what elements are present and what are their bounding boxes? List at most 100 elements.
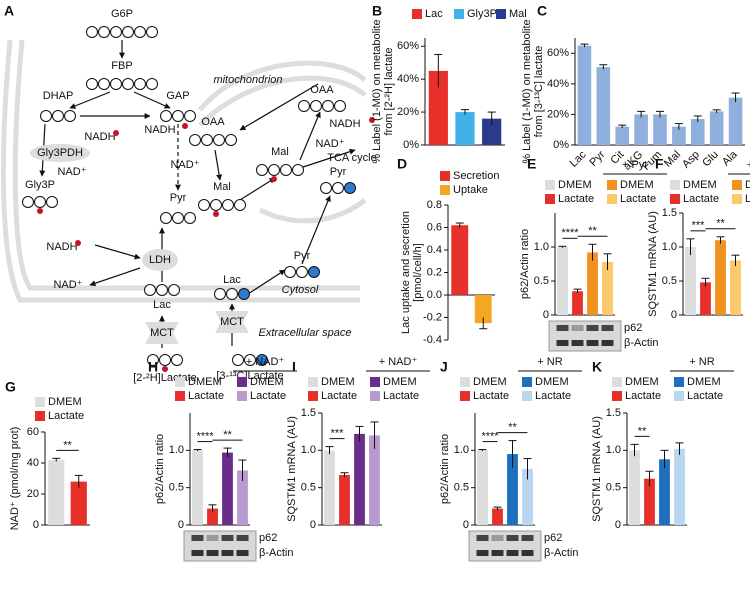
atom — [256, 354, 268, 366]
bar — [48, 459, 65, 525]
y-axis-label: Lac uptake and secretion — [400, 211, 412, 334]
diagram-label: DHAP — [43, 90, 74, 102]
blot-band — [221, 550, 234, 556]
blot-band — [236, 550, 249, 556]
bar — [324, 450, 335, 525]
legend-label: Secretion — [453, 170, 499, 182]
diagram-label: Mal — [213, 181, 231, 193]
atom — [110, 78, 122, 90]
y-tick-label: 1.5 — [301, 407, 316, 419]
y-axis-label: SQSTM1 mRNA (AU) — [591, 416, 603, 522]
bar — [522, 469, 533, 525]
diagram-label: OAA — [310, 84, 334, 96]
diagram-label: NAD⁺ — [315, 138, 344, 150]
atom — [168, 284, 180, 296]
legend-swatch — [607, 180, 617, 190]
atom — [147, 354, 159, 366]
legend-label: DMEM — [745, 179, 750, 191]
blot-band — [506, 535, 519, 541]
y-axis-label: p62/Actin ratio — [154, 434, 166, 504]
y-tick-label: 60 — [27, 426, 39, 438]
diagram-label: G6P — [111, 8, 133, 20]
bar — [728, 97, 743, 145]
legend-label: DMEM — [625, 376, 659, 388]
atom — [184, 212, 196, 224]
label-dot — [271, 176, 277, 182]
diagram-label: NADH — [46, 241, 77, 253]
legend-label: Lactate — [745, 193, 750, 205]
y-tick-label: 20 — [27, 488, 39, 500]
legend-swatch — [732, 180, 742, 190]
panel-letter: E — [527, 156, 536, 172]
legend-label: Lactate — [558, 193, 594, 205]
atom — [156, 284, 168, 296]
significance-label: **** — [196, 430, 214, 442]
atom — [298, 100, 310, 112]
y-tick-label: 0.4 — [427, 244, 442, 256]
bar — [451, 225, 469, 295]
y-tick-label: 0.2 — [427, 266, 442, 278]
y-tick-label: 0.6 — [427, 221, 442, 233]
label-dot — [113, 130, 119, 136]
blot-band — [491, 535, 504, 541]
y-tick-label: 1.0 — [534, 241, 549, 253]
legend-label: Mal — [509, 8, 527, 20]
atom — [322, 100, 334, 112]
blot-band — [571, 340, 584, 346]
y-tick-label: 20% — [547, 108, 569, 120]
bar — [602, 261, 613, 315]
significance-label: **** — [481, 430, 499, 442]
bar — [339, 474, 350, 525]
y-tick-label: 0.5 — [454, 482, 469, 494]
y-tick-label: 1.0 — [301, 444, 316, 456]
group-label: + NR — [537, 356, 562, 368]
blot-band — [556, 325, 569, 331]
bar — [653, 114, 667, 145]
atom — [332, 182, 344, 194]
diagram-label: NAD⁺ — [170, 159, 199, 171]
diagram-label: Gly3P — [25, 179, 55, 191]
legend-label: Lactate — [535, 390, 571, 402]
atom — [225, 134, 237, 146]
label-dot — [369, 117, 375, 123]
y-tick-label: 40 — [27, 457, 39, 469]
diagram-label: mitochondrion — [213, 74, 282, 86]
bar — [354, 433, 365, 525]
atom — [171, 354, 183, 366]
blot-band — [221, 535, 234, 541]
x-tick-label: Ala — [720, 148, 740, 168]
bar — [572, 291, 583, 315]
y-tick-label: 1.5 — [662, 207, 677, 219]
atom — [226, 288, 238, 300]
blot-band — [601, 340, 614, 346]
atom — [86, 26, 98, 38]
panel-letter: A — [4, 3, 14, 19]
legend-swatch — [674, 377, 684, 387]
atom — [280, 164, 292, 176]
atom — [22, 196, 34, 208]
blot-band — [476, 550, 489, 556]
bar — [577, 45, 592, 146]
legend-label: Lactate — [625, 390, 661, 402]
bar — [615, 126, 630, 145]
atom — [134, 78, 146, 90]
bar — [690, 119, 705, 145]
atom — [344, 182, 356, 194]
atom — [46, 196, 58, 208]
bar — [715, 240, 726, 315]
bar — [492, 508, 503, 525]
atom — [238, 288, 250, 300]
diagram-label: [3-¹³C]Lactate — [216, 370, 283, 382]
blot-band — [556, 340, 569, 346]
group-label: + Pyr — [622, 159, 648, 171]
y-tick-label: 0.5 — [169, 482, 184, 494]
atom — [160, 212, 172, 224]
diagram-label: Cytosol — [282, 284, 319, 296]
y-axis-label: from [3-¹³C] lactate — [533, 46, 545, 138]
legend-swatch — [440, 171, 450, 181]
legend-swatch — [35, 411, 45, 421]
y-tick-label: 0 — [543, 309, 549, 321]
blot-band — [521, 550, 534, 556]
legend-swatch — [460, 377, 470, 387]
